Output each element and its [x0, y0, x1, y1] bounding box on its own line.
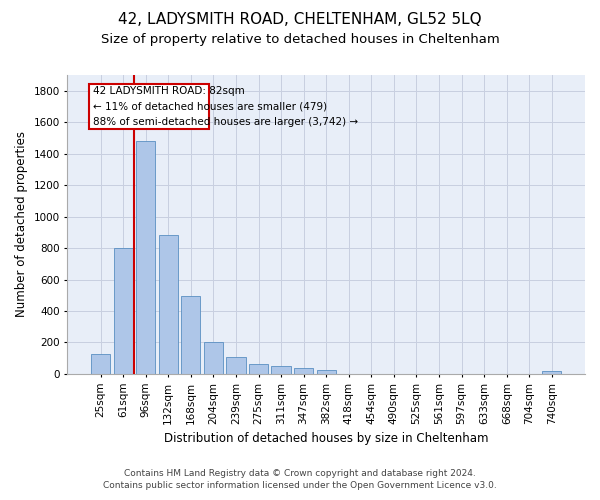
Bar	[226, 358, 245, 374]
Bar	[181, 296, 200, 374]
Bar	[158, 234, 178, 374]
Text: Contains HM Land Registry data © Crown copyright and database right 2024.
Contai: Contains HM Land Registry data © Crown c…	[103, 468, 497, 490]
Text: 42 LADYSMITH ROAD: 82sqm
← 11% of detached houses are smaller (479)
88% of semi-: 42 LADYSMITH ROAD: 82sqm ← 11% of detach…	[92, 86, 358, 127]
Bar	[204, 342, 223, 374]
X-axis label: Distribution of detached houses by size in Cheltenham: Distribution of detached houses by size …	[164, 432, 488, 445]
Bar	[249, 364, 268, 374]
Bar	[271, 366, 290, 374]
Text: 42, LADYSMITH ROAD, CHELTENHAM, GL52 5LQ: 42, LADYSMITH ROAD, CHELTENHAM, GL52 5LQ	[118, 12, 482, 28]
Bar	[294, 368, 313, 374]
Bar	[136, 141, 155, 374]
Bar	[113, 248, 133, 374]
Bar	[91, 354, 110, 374]
Bar	[542, 371, 562, 374]
Bar	[317, 370, 336, 374]
Y-axis label: Number of detached properties: Number of detached properties	[15, 132, 28, 318]
Text: Size of property relative to detached houses in Cheltenham: Size of property relative to detached ho…	[101, 32, 499, 46]
FancyBboxPatch shape	[89, 84, 209, 130]
